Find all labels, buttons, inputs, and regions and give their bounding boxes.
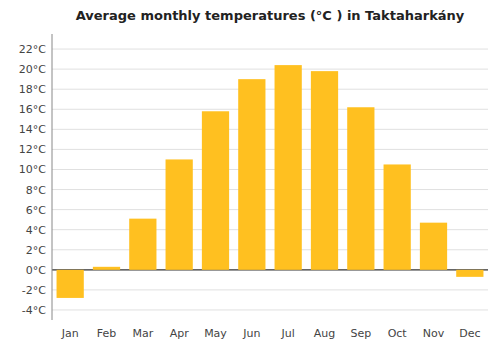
title: Average monthly temperatures (°C ) in Ta…: [76, 8, 465, 23]
x-tick-label: Jul: [281, 327, 295, 340]
bar: [129, 219, 156, 270]
bar: [166, 159, 193, 269]
x-tick-label: Nov: [423, 327, 445, 340]
bar: [57, 270, 84, 298]
x-tick-label: Dec: [459, 327, 480, 340]
y-tick-label: 6°C: [26, 204, 46, 217]
x-tick-labels: Jan Feb Mar Apr May Jun Jul Aug Sep Oct Nov Dec: [61, 327, 481, 340]
x-tick-label: Jun: [242, 327, 260, 340]
y-tick-labels: -4°C -2°C 0°C 2°C 4°C 6°C 8°C 10°C 12°C 14°C 16°C 1…: [19, 43, 46, 317]
bar: [311, 71, 338, 270]
grid-line: [52, 49, 488, 50]
y-tick-label: 10°C: [19, 163, 46, 176]
bar: [456, 270, 483, 277]
bars: [57, 65, 484, 298]
grid-line: [52, 109, 488, 110]
x-tick-label: Jan: [61, 327, 79, 340]
bar: [238, 79, 265, 270]
grid-line: [52, 289, 488, 290]
y-tick-label: 20°C: [19, 63, 46, 76]
grid-line: [52, 309, 488, 310]
y-tick-label: 2°C: [26, 244, 46, 257]
y-tick-label: 0°C: [26, 264, 46, 277]
grid-line: [52, 69, 488, 70]
y-tick-label: 12°C: [19, 143, 46, 156]
grid-line: [52, 189, 488, 190]
y-tick-label: 18°C: [19, 83, 46, 96]
x-tick-label: Sep: [350, 327, 371, 340]
grid-line: [52, 169, 488, 170]
grid: [52, 49, 488, 310]
bar: [384, 164, 411, 269]
chart: Average monthly temperatures (°C ) in Ta…: [0, 0, 500, 350]
background: [0, 0, 500, 350]
bar: [202, 111, 229, 270]
y-tick-label: 16°C: [19, 103, 46, 116]
y-tick-label: -4°C: [22, 304, 46, 317]
bar: [93, 267, 120, 270]
y-tick-label: 14°C: [19, 123, 46, 136]
x-tick-label: Mar: [132, 327, 153, 340]
bar: [420, 223, 447, 270]
x-tick-label: Aug: [314, 327, 335, 340]
grid-line: [52, 129, 488, 130]
grid-line: [52, 149, 488, 150]
x-tick-label: Oct: [388, 327, 408, 340]
y-axis-line: [52, 34, 53, 320]
bar: [347, 107, 374, 270]
y-tick-label: 4°C: [26, 224, 46, 237]
x-tick-label: Feb: [97, 327, 116, 340]
bar: [275, 65, 302, 270]
grid-line: [52, 89, 488, 90]
y-tick-label: -2°C: [22, 284, 46, 297]
y-tick-label: 8°C: [26, 184, 46, 197]
y-tick-label: 22°C: [19, 43, 46, 56]
grid-line: [52, 209, 488, 210]
x-tick-label: May: [204, 327, 227, 340]
x-tick-label: Apr: [170, 327, 190, 340]
